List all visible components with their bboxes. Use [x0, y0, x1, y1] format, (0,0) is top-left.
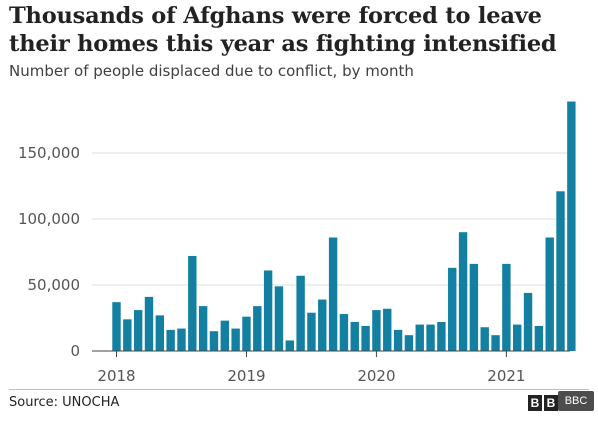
bar [383, 308, 392, 351]
y-axis-labels: 0 50,000 100,000 150,000 [18, 144, 80, 360]
bar [188, 255, 197, 351]
bar [123, 319, 132, 351]
bar [133, 310, 143, 351]
bar [448, 267, 457, 351]
bar [393, 329, 403, 351]
bar [523, 292, 533, 351]
bar [404, 335, 414, 351]
bar [426, 324, 435, 351]
bar [166, 329, 175, 351]
bar [198, 306, 208, 351]
bar [534, 325, 544, 351]
bbc-logo-letter: B [544, 395, 558, 411]
bar [372, 310, 381, 351]
bar [112, 302, 121, 351]
bar [209, 331, 219, 351]
source-note: Source: UNOCHA [9, 395, 120, 410]
bar [458, 232, 468, 351]
bar [296, 275, 305, 351]
x-tick-label: 2020 [357, 367, 395, 385]
bbc-watermark: BBC [558, 391, 594, 411]
x-tick-label: 2021 [487, 367, 525, 385]
bar [491, 335, 500, 351]
bar [263, 270, 273, 351]
bars [112, 101, 576, 352]
bar [350, 321, 359, 351]
bar [513, 324, 522, 351]
bar [469, 263, 479, 351]
y-tick-label: 50,000 [28, 276, 81, 294]
y-tick-label: 0 [70, 342, 80, 360]
bar [144, 296, 154, 351]
bar-chart: 0 50,000 100,000 150,000 2018 2019 2020 2021 [18, 101, 576, 385]
bar [253, 306, 262, 351]
y-tick-label: 150,000 [18, 144, 80, 162]
bbc-logo-letter: B [528, 395, 542, 411]
chart-title: Thousands of Afghans were forced to leav… [9, 3, 557, 57]
bar [177, 328, 186, 351]
bar [274, 286, 284, 351]
x-tick-label: 2018 [97, 367, 135, 385]
x-axis-ticks: 2018 2019 2020 2021 [97, 351, 525, 385]
x-tick-label: 2019 [227, 367, 265, 385]
bar [361, 325, 370, 351]
bar [242, 316, 251, 351]
bar [567, 101, 576, 352]
chart-subtitle: Number of people displaced due to confli… [9, 62, 414, 80]
bar [339, 314, 349, 351]
bar [318, 299, 327, 351]
bar [437, 321, 446, 351]
y-tick-label: 100,000 [18, 210, 80, 228]
bar [480, 327, 489, 351]
bar [220, 320, 229, 351]
bar [415, 324, 424, 351]
bar [307, 312, 316, 351]
bar [155, 315, 165, 351]
bar [545, 237, 554, 351]
bar [328, 237, 338, 351]
footer-rule [9, 389, 589, 390]
bar [556, 191, 565, 351]
bar [285, 340, 294, 351]
bar [502, 263, 511, 351]
bar [231, 328, 240, 351]
